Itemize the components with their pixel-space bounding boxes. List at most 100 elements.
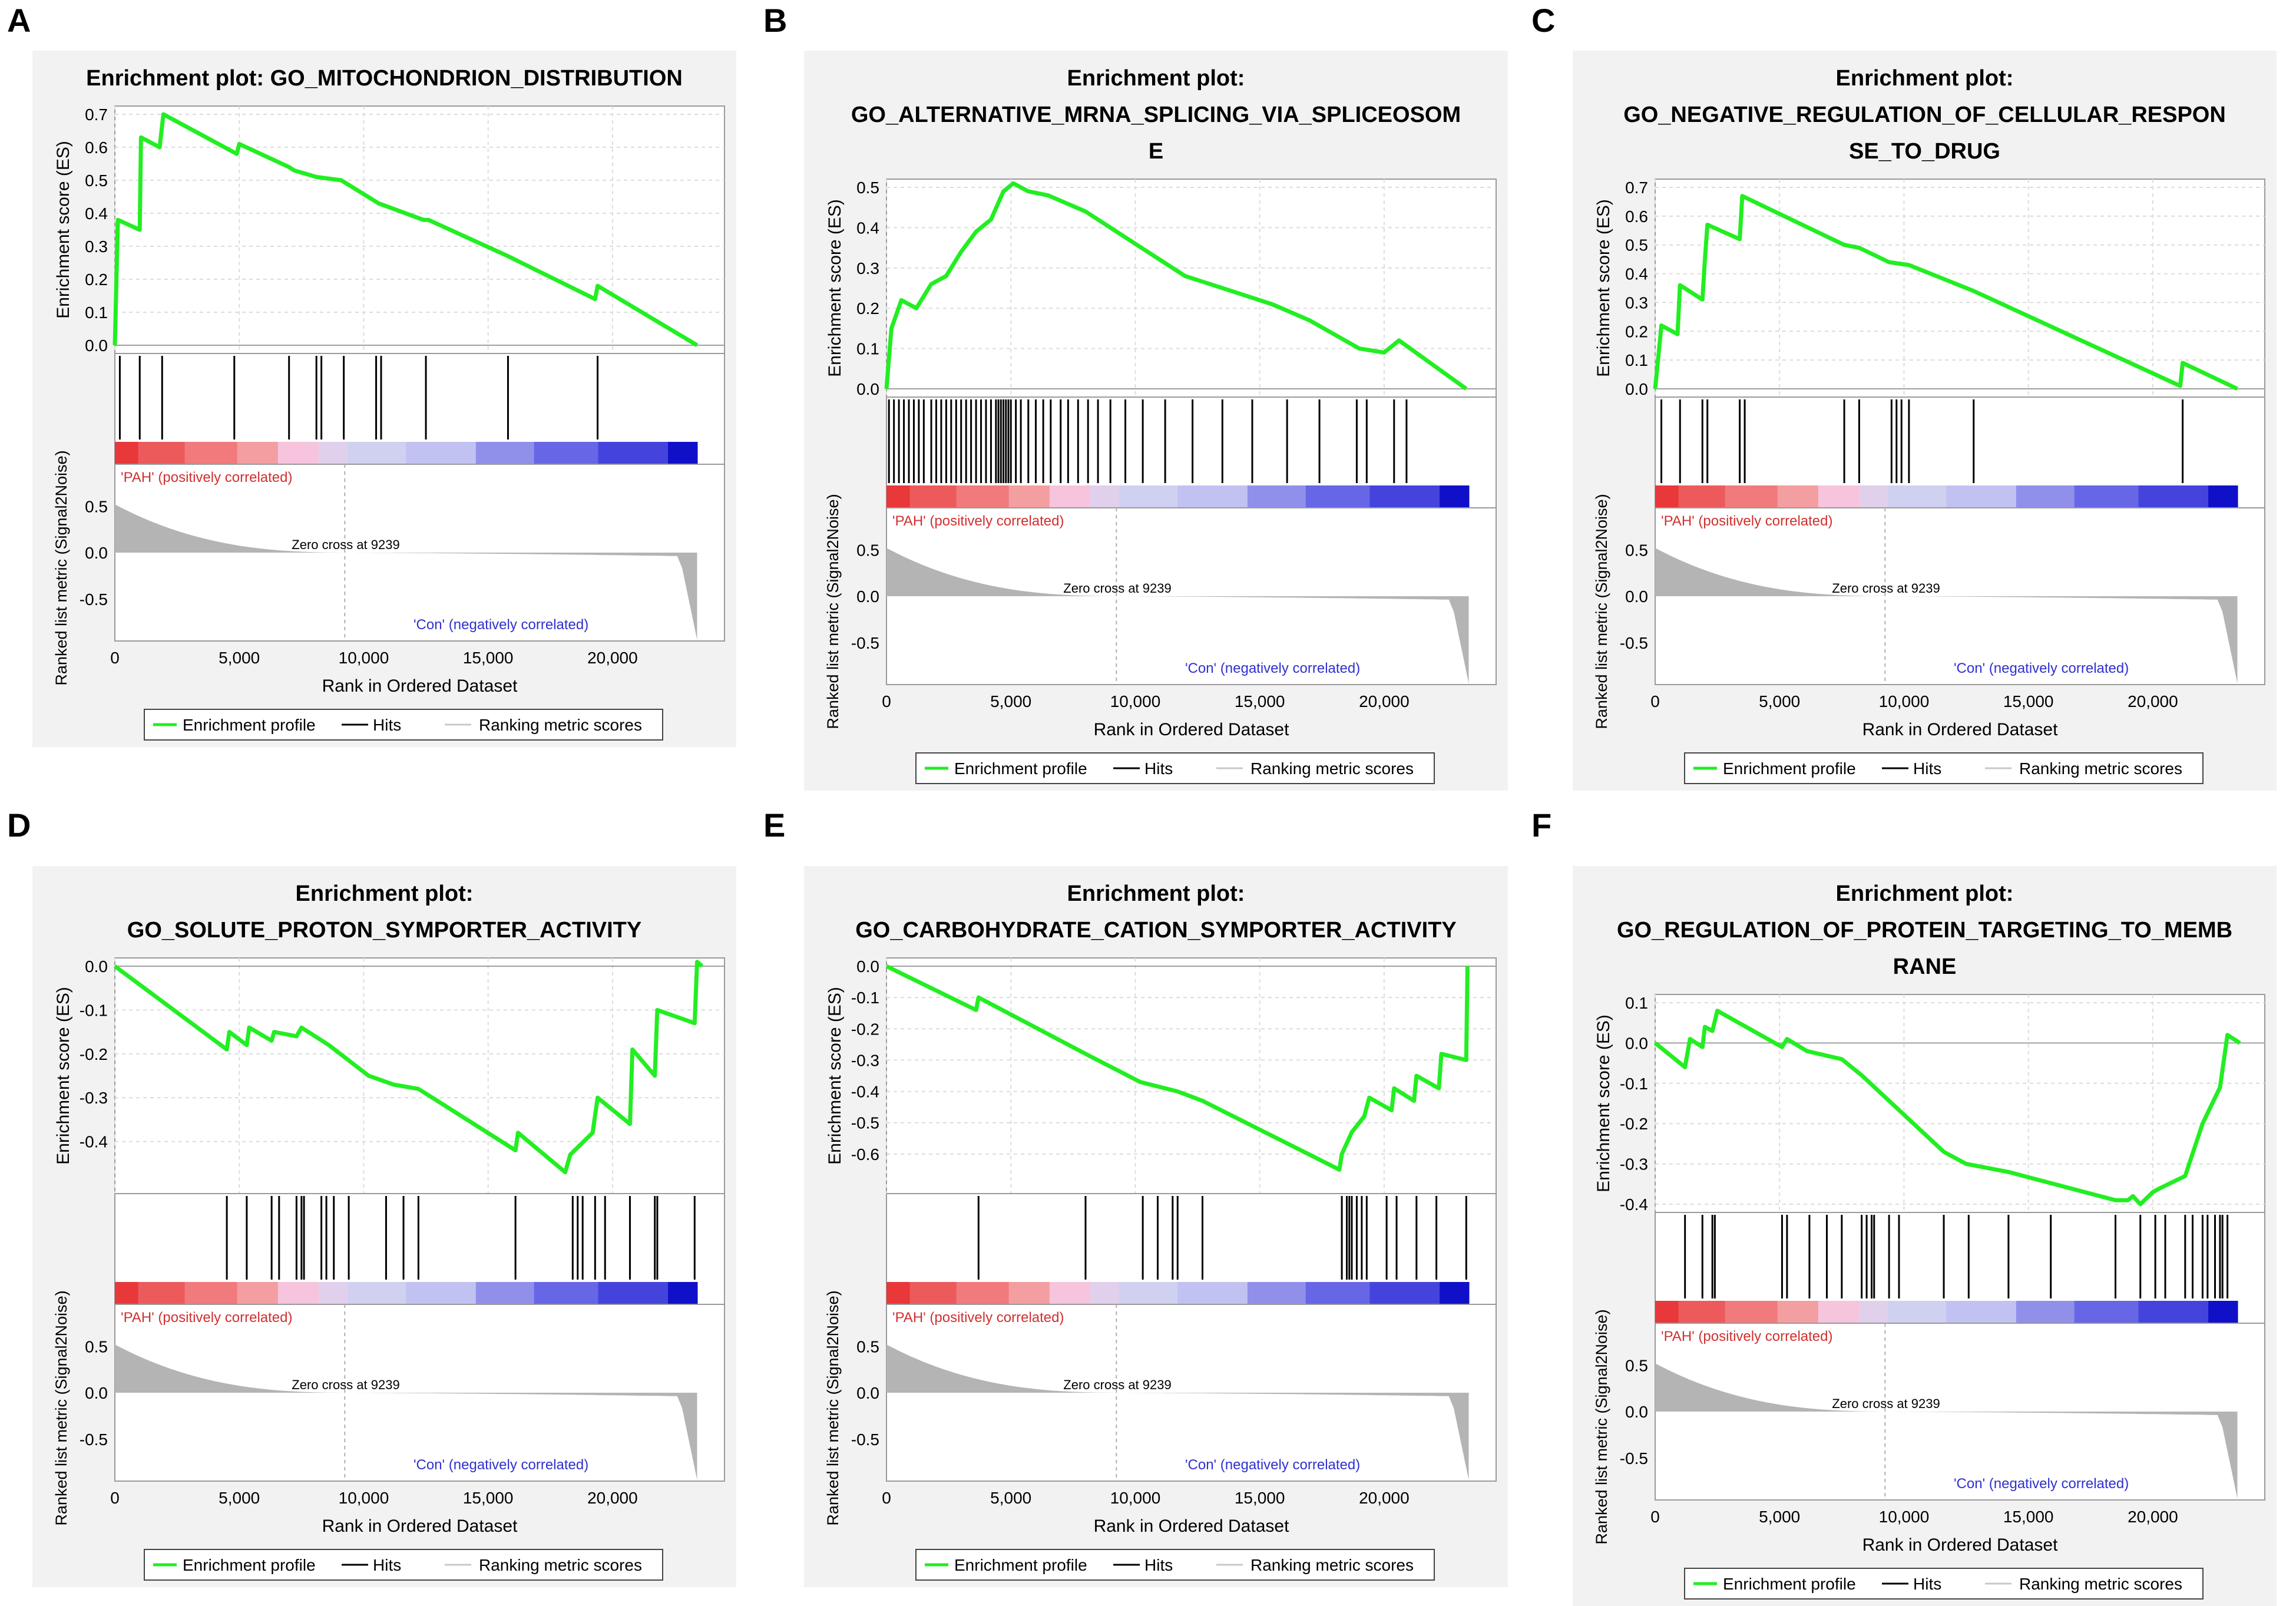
plot-area (886, 179, 1497, 685)
panel-letter-e: E (763, 807, 786, 844)
es-tick-label: -0.1 (1620, 1075, 1648, 1093)
panel-letter-a: A (7, 2, 31, 39)
legend-box (915, 752, 1435, 784)
es-tick-label: -0.1 (80, 1001, 108, 1019)
chart-title-line: E (1148, 139, 1164, 164)
rank-color-segment (1725, 485, 1778, 508)
rank-color-segment (1777, 485, 1819, 508)
es-tick-label: 0.0 (856, 380, 879, 398)
rank-color-segment (1818, 1301, 1860, 1323)
x-tick-label: 20,000 (2128, 1508, 2178, 1526)
enrichment-panel-f: Enrichment plot: GO_REGULATION_OF_PROTEIN… (1573, 866, 2277, 1606)
rank-axis-label: Ranked list metric (Signal2Noise) (1593, 494, 1610, 729)
x-tick-label: 0 (110, 649, 120, 667)
zero-cross-label: Zero cross at 9239 (1832, 581, 1940, 596)
es-tick-label: -0.4 (851, 1083, 879, 1101)
rank-color-segment (1177, 1282, 1248, 1304)
rank-color-segment (2208, 485, 2238, 508)
x-tick-label: 0 (1650, 692, 1660, 711)
rank-color-segment (1725, 1301, 1778, 1323)
metric-tick-label: -0.5 (80, 590, 108, 609)
rank-color-segment (1440, 1282, 1470, 1304)
es-tick-label: -0.4 (80, 1133, 108, 1151)
x-tick-label: 20,000 (1359, 1489, 1410, 1507)
x-tick-label: 0 (110, 1489, 120, 1507)
metric-tick-label: 0.5 (856, 1337, 879, 1356)
es-tick-label: -0.3 (80, 1089, 108, 1107)
plot-area (1655, 994, 2265, 1501)
rank-color-segment (237, 442, 279, 464)
legend-ranking-label: Ranking metric scores (1250, 759, 1414, 778)
rank-color-segment (277, 442, 319, 464)
metric-tick-label: 0.5 (1625, 541, 1648, 559)
chart-title-line: SE_TO_DRUG (1849, 139, 2000, 164)
es-tick-label: 0.2 (856, 299, 879, 318)
metric-tick-label: -0.5 (1620, 634, 1648, 652)
x-tick-label: 15,000 (2003, 692, 2054, 711)
legend-box (144, 709, 663, 741)
x-axis-label: Rank in Ordered Dataset (1094, 720, 1289, 739)
enrichment-chart-svg: 0.5 0.4 0.3 0.2 0.1 0.0 0.5 0.0 -0.5 'PAH' (posit… (824, 179, 1497, 784)
rank-color-segment (1946, 1301, 2017, 1323)
rank-color-segment (1305, 485, 1371, 508)
x-axis-label: Rank in Ordered Dataset (1862, 720, 2058, 739)
metric-tick-label: -0.5 (851, 1430, 879, 1449)
enrichment-profile-line (1653, 1009, 2241, 1207)
rank-color-segment (1119, 485, 1179, 508)
x-axis-label: Rank in Ordered Dataset (1094, 1516, 1289, 1536)
metric-tick-label: 0.0 (856, 1384, 879, 1402)
es-tick-label: -0.1 (851, 989, 879, 1007)
enrichment-profile-line (884, 181, 1468, 391)
legend-profile-label: Enrichment profile (183, 716, 316, 734)
legend-ranking-label: Ranking metric scores (2019, 1575, 2182, 1593)
rank-color-segment (1655, 485, 1679, 508)
rank-color-segment (1369, 485, 1441, 508)
rank-color-segment (348, 1282, 407, 1304)
rank-color-segment (2138, 485, 2209, 508)
rank-color-segment (1888, 485, 1947, 508)
metric-tick-label: 0.0 (1625, 1403, 1648, 1421)
x-tick-label: 0 (882, 1489, 891, 1507)
enrichment-panel-d: Enrichment plot: GO_SOLUTE_PROTON_SYMPORT… (32, 866, 736, 1587)
rank-color-segment (1777, 1301, 1819, 1323)
legend-ranking-label: Ranking metric scores (2019, 759, 2182, 778)
es-tick-label: -0.2 (1620, 1115, 1648, 1133)
rank-color-segment (1888, 1301, 1947, 1323)
rank-color-segment (1008, 1282, 1050, 1304)
legend-ranking-label: Ranking metric scores (479, 716, 642, 734)
x-axis-label: Rank in Ordered Dataset (322, 1516, 518, 1536)
rank-color-segment (598, 1282, 669, 1304)
legend-ranking-label: Ranking metric scores (479, 1556, 642, 1574)
enrichment-panel-c: Enrichment plot: GO_NEGATIVE_REGULATION_O… (1573, 51, 2277, 791)
rank-color-segment (534, 442, 599, 464)
rank-color-segment (1305, 1282, 1371, 1304)
negative-label: 'Con' (negatively correlated) (413, 1457, 588, 1473)
chart-title-line: Enrichment plot: GO_MITOCHONDRION_DISTRI… (86, 66, 683, 91)
es-tick-label: 0.4 (1625, 265, 1648, 283)
panel-letter-d: D (7, 807, 31, 844)
x-tick-label: 15,000 (463, 1489, 514, 1507)
rank-color-segment (237, 1282, 279, 1304)
rank-color-segment (138, 1282, 186, 1304)
zero-cross-label: Zero cross at 9239 (1063, 1377, 1171, 1392)
es-tick-label: 0.6 (1625, 207, 1648, 226)
es-tick-label: 0.0 (856, 957, 879, 976)
es-axis-label: Enrichment score (ES) (54, 987, 73, 1165)
enrichment-chart-svg: 0.7 0.6 0.5 0.4 0.3 0.2 0.1 0.0 0.5 0.0 -0.5 'PAH' … (1593, 179, 2265, 784)
legend-profile-label: Enrichment profile (954, 1556, 1087, 1574)
zero-cross-label: Zero cross at 9239 (1063, 581, 1171, 596)
x-tick-label: 5,000 (1759, 692, 1800, 711)
legend-hits-label: Hits (1913, 1575, 1941, 1593)
es-tick-label: 0.1 (1625, 994, 1648, 1012)
rank-color-segment (1858, 1301, 1889, 1323)
rank-axis-label: Ranked list metric (Signal2Noise) (824, 1290, 842, 1525)
es-axis-label: Enrichment score (ES) (1594, 1015, 1613, 1192)
chart-title-line: Enrichment plot: (295, 881, 474, 906)
x-tick-label: 15,000 (2003, 1508, 2054, 1526)
rank-color-segment (1946, 485, 2017, 508)
rank-axis-label: Ranked list metric (Signal2Noise) (1593, 1309, 1610, 1544)
rank-color-segment (1440, 485, 1470, 508)
rank-color-segment (1090, 485, 1120, 508)
es-tick-label: 0.3 (85, 237, 108, 256)
negative-label: 'Con' (negatively correlated) (413, 617, 588, 633)
